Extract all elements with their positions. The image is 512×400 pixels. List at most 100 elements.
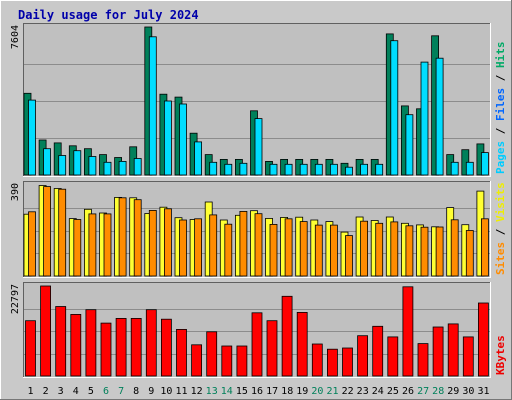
legend-separator: / [494,68,507,88]
bar-files-day-3 [58,155,67,176]
bar-sites-day-19 [299,221,308,277]
bar-sites-day-18 [284,218,293,277]
bar-kbytes-day-21 [326,348,338,377]
x-tick-label-day-22: 22 [342,386,354,397]
bar-sites-day-11 [179,219,187,277]
bar-files-day-30 [465,161,474,176]
bar-sites-day-10 [163,208,172,277]
x-tick-label-day-28: 28 [432,386,444,397]
legend-separator: / [494,121,507,141]
bar-files-day-21 [329,163,338,176]
x-tick-label-day-15: 15 [236,386,248,397]
bar-kbytes-day-15 [236,345,248,377]
bar-files-day-26 [405,114,414,176]
bar-files-day-29 [450,161,459,176]
bar-sites-day-23 [360,220,369,277]
bar-files-day-13 [209,161,218,176]
x-tick-label-day-26: 26 [402,386,414,397]
y-axis-series-legend: Sites / Visits [494,182,507,275]
x-tick-label-day-25: 25 [387,386,399,397]
bar-sites-day-26 [405,225,414,277]
x-tick-label-day-5: 5 [88,386,94,397]
bar-kbytes-day-1 [25,320,36,377]
bar-files-day-28 [435,57,444,176]
panel-visits-sites: 390 Sites / Visits [10,181,507,278]
bar-files-day-27 [420,61,429,176]
bar-kbytes-day-27 [417,343,429,377]
bar-files-day-17 [269,163,278,176]
bar-files-day-18 [284,163,293,176]
y-axis-series-legend: Pages / Files / Hits [494,42,507,175]
x-tick-label-day-11: 11 [175,386,187,397]
bar-files-day-2 [43,148,51,176]
bar-files-day-22 [345,166,353,176]
x-tick-label-day-8: 8 [133,386,139,397]
legend-files: Files [494,88,507,121]
bar-files-day-8 [133,158,142,176]
bar-files-day-1 [28,99,36,176]
bar-files-day-20 [314,163,323,176]
y-axis-max-label: 390 [10,183,21,201]
bar-kbytes-day-22 [342,347,353,377]
x-tick-label-day-9: 9 [148,386,154,397]
x-tick-label-day-1: 1 [27,386,33,397]
bar-kbytes-day-30 [462,336,474,377]
legend-separator: / [494,222,507,242]
legend-kbytes: KBytes [494,335,507,375]
bar-sites-day-27 [420,226,429,277]
bar-files-day-14 [224,163,233,176]
bar-kbytes-day-31 [477,302,489,377]
x-tick-label-day-21: 21 [326,386,338,397]
bar-kbytes-day-12 [191,344,203,377]
legend-pages: Pages [494,141,507,174]
bar-sites-day-13 [209,214,218,277]
bar-kbytes-day-6 [100,322,112,377]
bar-kbytes-day-17 [266,320,278,377]
y-axis-series-legend: KBytes [494,335,507,375]
bar-sites-day-2 [43,186,51,277]
bar-files-day-11 [179,103,187,176]
bar-kbytes-day-19 [296,311,308,377]
bar-files-day-12 [194,141,203,176]
panel-hits-files-pages: 7604 Pages / Files / Hits [10,23,507,177]
x-tick-label-day-2: 2 [43,386,49,397]
bar-sites-day-25 [390,221,399,277]
x-tick-label-day-12: 12 [191,386,203,397]
bar-sites-day-5 [88,213,97,277]
bar-kbytes-day-11 [176,328,187,377]
bar-kbytes-day-16 [251,312,263,377]
y-axis-max-label: 7604 [10,25,21,49]
bar-files-day-9 [148,36,157,176]
bar-sites-day-1 [28,211,36,277]
legend-hits: Hits [494,42,507,69]
bar-sites-day-15 [239,210,248,277]
chart-panels: 7604 Pages / Files / Hits 390 Sites / Visit… [10,23,507,378]
bar-files-day-6 [103,161,112,176]
legend-sites: Sites [494,242,507,275]
bar-sites-day-30 [465,230,474,277]
bar-files-day-19 [299,163,308,176]
panel-kbytes: 22797 KBytes [10,282,507,378]
x-tick-label-day-31: 31 [477,386,489,397]
x-tick-label-day-27: 27 [417,386,429,397]
chart-title: Daily usage for July 2024 [18,8,199,22]
bar-sites-day-28 [435,226,444,277]
bar-kbytes-day-3 [55,306,67,377]
bar-kbytes-day-10 [160,318,172,377]
bar-kbytes-day-26 [402,286,414,377]
bar-sites-day-9 [148,209,157,277]
x-axis-day-labels: 1 2 3 4 5 6 7 8 9 10 11 12 13 14 15 16 17 18 19 20 21 22 23 24 2… [27,386,489,397]
bar-sites-day-17 [269,223,278,277]
bar-files-day-7 [118,160,127,176]
x-tick-label-day-7: 7 [118,386,124,397]
x-tick-label-day-16: 16 [251,386,263,397]
x-tick-label-day-4: 4 [73,386,79,397]
bar-kbytes-day-28 [432,326,444,377]
bar-sites-day-22 [345,235,353,277]
x-tick-label-day-20: 20 [311,386,323,397]
x-tick-label-day-3: 3 [58,386,64,397]
bar-sites-day-16 [254,213,263,277]
bar-sites-day-12 [194,218,203,277]
x-tick-label-day-18: 18 [281,386,293,397]
